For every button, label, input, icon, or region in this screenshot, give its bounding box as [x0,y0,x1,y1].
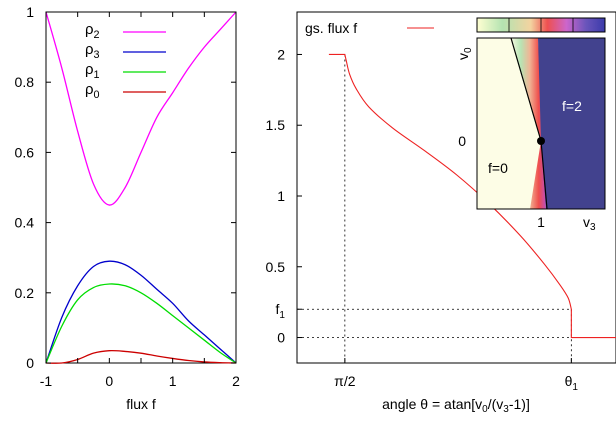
right-legend: gs. flux f [305,20,434,36]
x-tick-label: -1 [40,373,53,389]
inset-phase-diagram: f=0 f=2 0 1 v3 v0 [455,17,606,233]
right-series-lines [328,53,616,339]
left-x-axis-label: flux f [126,396,156,412]
series-line-rho2 [45,11,237,206]
inset-y-axis-label: v0 [455,47,474,60]
region-label-f0: f=0 [488,160,508,176]
critical-point-marker [537,137,545,145]
phase-boundary-line [510,37,542,142]
right-plot-frame [296,11,616,364]
y-tick-label: f1 [276,301,286,321]
y-tick-label: 0 [26,355,34,371]
y-tick-label: 1.5 [266,117,286,133]
transition-fringe [510,38,546,209]
inset-x-tick-label: 1 [537,214,545,230]
y-tick-label: 1 [26,4,34,20]
series-line-rho3 [45,260,237,364]
right-chart: 0 f1 0.5 1 1.5 2 π/2 θ1 gs. flux f angle θ = at… [266,11,616,415]
legend-label-rho0: ρ0 [85,81,100,101]
region-f2-fill [538,38,605,209]
region-label-f2: f=2 [562,98,582,114]
legend-label-rho2: ρ2 [85,21,100,41]
inset-map [476,37,606,210]
phase-boundary-line [540,140,548,210]
left-axis-ticks: -1 0 1 2 0 0.2 0.4 0.6 0.8 1 [15,4,241,389]
series-line-rho1 [45,283,237,364]
right-axis-ticks: 0 f1 0.5 1 1.5 2 π/2 θ1 [266,46,579,393]
y-tick-label: 0.5 [266,259,286,275]
y-tick-label: 0.8 [15,74,35,90]
inset-y-tick-label: 0 [458,133,466,149]
y-tick-label: 0 [277,330,285,346]
y-tick-label: 0.6 [15,144,35,160]
x-tick-label: 1 [169,373,177,389]
y-tick-label: 0.4 [15,215,35,231]
legend-label-gs-flux: gs. flux f [305,20,357,36]
left-series-lines [45,11,237,364]
x-tick-label: 0 [105,373,113,389]
y-tick-label: 0.2 [15,285,35,301]
legend-label-rho1: ρ1 [85,61,100,81]
series-line-gs-flux [328,53,616,339]
y-tick-label: 1 [277,188,285,204]
inset-x-axis-label: v3 [583,214,596,233]
left-plot-frame [45,11,237,364]
right-x-axis-label: angle θ = atan[v0/(v3-1)] [382,396,530,415]
legend-label-rho3: ρ3 [85,41,100,61]
x-tick-label: θ1 [565,373,579,393]
y-tick-label: 2 [277,46,285,62]
inset-frame [476,37,606,210]
x-tick-label: 2 [232,373,240,389]
x-tick-label: π/2 [334,373,356,389]
